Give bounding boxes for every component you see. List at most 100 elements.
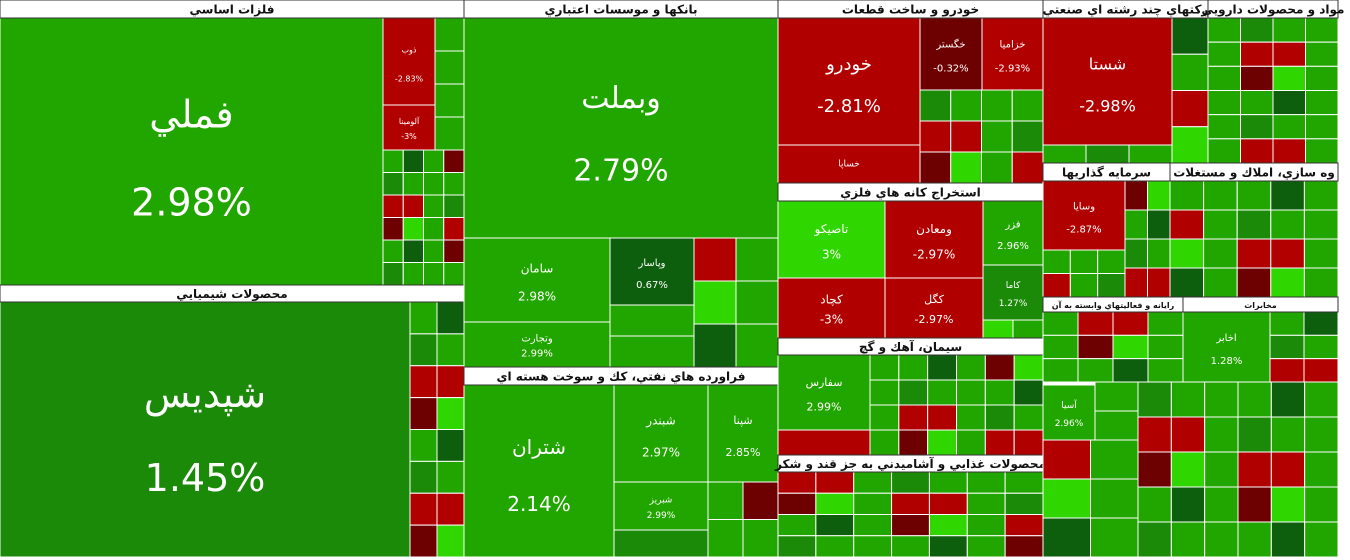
stock-tile <box>1094 410 1139 441</box>
sector-title: محصولات غذايي و آشاميدني به جز قند و شكر <box>774 456 1046 472</box>
stock-tile <box>1303 209 1339 240</box>
stock-tile <box>1042 273 1071 298</box>
stock-tile <box>928 471 968 494</box>
stock-tile <box>1240 65 1274 92</box>
stock-tile <box>434 17 465 52</box>
stock-tile <box>1137 451 1172 488</box>
stock-tile <box>1147 238 1171 269</box>
stock-tile <box>777 200 886 279</box>
stock-tile <box>898 354 929 381</box>
stock-tile <box>1305 41 1339 67</box>
stock-tile <box>884 200 984 279</box>
stock-tile <box>1077 334 1114 360</box>
stock-name: شپديس <box>144 372 266 416</box>
stock-tile <box>982 200 1044 266</box>
stock-tile <box>1240 17 1274 43</box>
stock-tile <box>1305 114 1339 140</box>
stock-tile <box>1171 126 1209 164</box>
stock-change: 0.67% <box>636 280 668 291</box>
stock-tile <box>409 397 438 430</box>
stock-tile <box>436 492 465 526</box>
stock-change: 3% <box>822 247 841 261</box>
stock-tile <box>919 17 983 91</box>
stock-tile <box>382 239 404 263</box>
stock-tile <box>982 264 1044 321</box>
stock-tile <box>777 492 817 515</box>
stock-name: خزاميا <box>1000 40 1026 51</box>
sector-title: خودرو و ساخت قطعات <box>842 3 979 18</box>
stock-tile <box>1303 180 1339 211</box>
stock-tile <box>443 194 465 218</box>
stock-tile <box>1169 238 1205 269</box>
stock-tile <box>1090 439 1139 480</box>
stock-tile <box>1004 471 1044 494</box>
stock-tile <box>463 384 615 558</box>
stock-tile <box>735 323 779 368</box>
stock-tile <box>1011 151 1044 184</box>
stock-tile <box>853 535 893 558</box>
stock-name: اخابر <box>1215 333 1236 344</box>
stock-tile <box>928 492 968 515</box>
sector-title: مخابرات <box>1244 301 1277 310</box>
stock-name: شستا <box>1089 54 1126 73</box>
stock-tile <box>1304 486 1339 523</box>
stock-change: 2.99% <box>647 511 676 521</box>
stock-tile <box>1303 334 1339 360</box>
stock-change: 1.45% <box>145 456 266 500</box>
sector-title: فراورده هاي نفتي، كك و سوخت هسته اي <box>497 370 746 385</box>
stock-tile <box>1171 17 1209 55</box>
stock-tile <box>777 277 886 339</box>
stock-tile <box>1304 416 1339 453</box>
stock-name: شبندر <box>645 413 675 428</box>
stock-tile <box>1013 379 1044 406</box>
stock-tile <box>950 89 982 122</box>
stock-change: -2.97% <box>913 247 955 261</box>
stock-tile <box>1240 114 1274 140</box>
sector-header <box>1182 296 1339 313</box>
stock-tile <box>436 365 465 399</box>
stock-tile <box>1272 17 1306 43</box>
stock-tile <box>1203 209 1238 240</box>
stock-tile <box>1207 138 1241 164</box>
stock-tile <box>956 429 986 456</box>
stock-tile <box>1077 358 1114 383</box>
stock-tile <box>1090 517 1139 558</box>
stock-tile <box>1272 41 1306 67</box>
stock-tile <box>1303 267 1339 298</box>
stock-name: خساپا <box>838 160 860 170</box>
stock-change: -2.83% <box>395 74 424 83</box>
stock-change: -2.97% <box>915 313 954 326</box>
stock-tile <box>1169 267 1205 298</box>
stock-tile <box>409 429 438 462</box>
stock-tile <box>436 460 465 494</box>
stock-change: -2.93% <box>995 63 1030 74</box>
stock-tile <box>956 404 986 431</box>
stock-tile <box>1305 90 1339 116</box>
stock-tile <box>1170 381 1206 418</box>
stock-tile <box>884 277 984 339</box>
stock-tile <box>1147 358 1184 383</box>
sector-title: بانكها و موسسات اعتباري <box>545 3 698 18</box>
stock-tile <box>1169 209 1205 240</box>
stock-tile <box>1171 90 1209 128</box>
stock-tile <box>777 17 921 146</box>
stock-tile <box>1207 114 1241 140</box>
stock-tile <box>742 481 779 520</box>
stock-name: ذوب <box>402 46 417 55</box>
stock-tile <box>950 120 982 153</box>
stock-tile <box>409 524 438 558</box>
stock-tile <box>1237 381 1272 418</box>
stock-tile <box>1128 144 1173 164</box>
stock-tile <box>853 492 893 515</box>
stock-tile <box>436 301 465 335</box>
stock-tile <box>1137 416 1172 453</box>
stock-tile <box>956 354 986 381</box>
stock-tile <box>1147 180 1171 211</box>
stock-tile <box>1137 381 1172 418</box>
stock-tile <box>1272 90 1306 116</box>
stock-change: 2.14% <box>507 492 571 516</box>
stock-change: 2.99% <box>521 349 553 360</box>
stock-tile <box>1013 354 1044 381</box>
stock-tile <box>981 120 1013 153</box>
